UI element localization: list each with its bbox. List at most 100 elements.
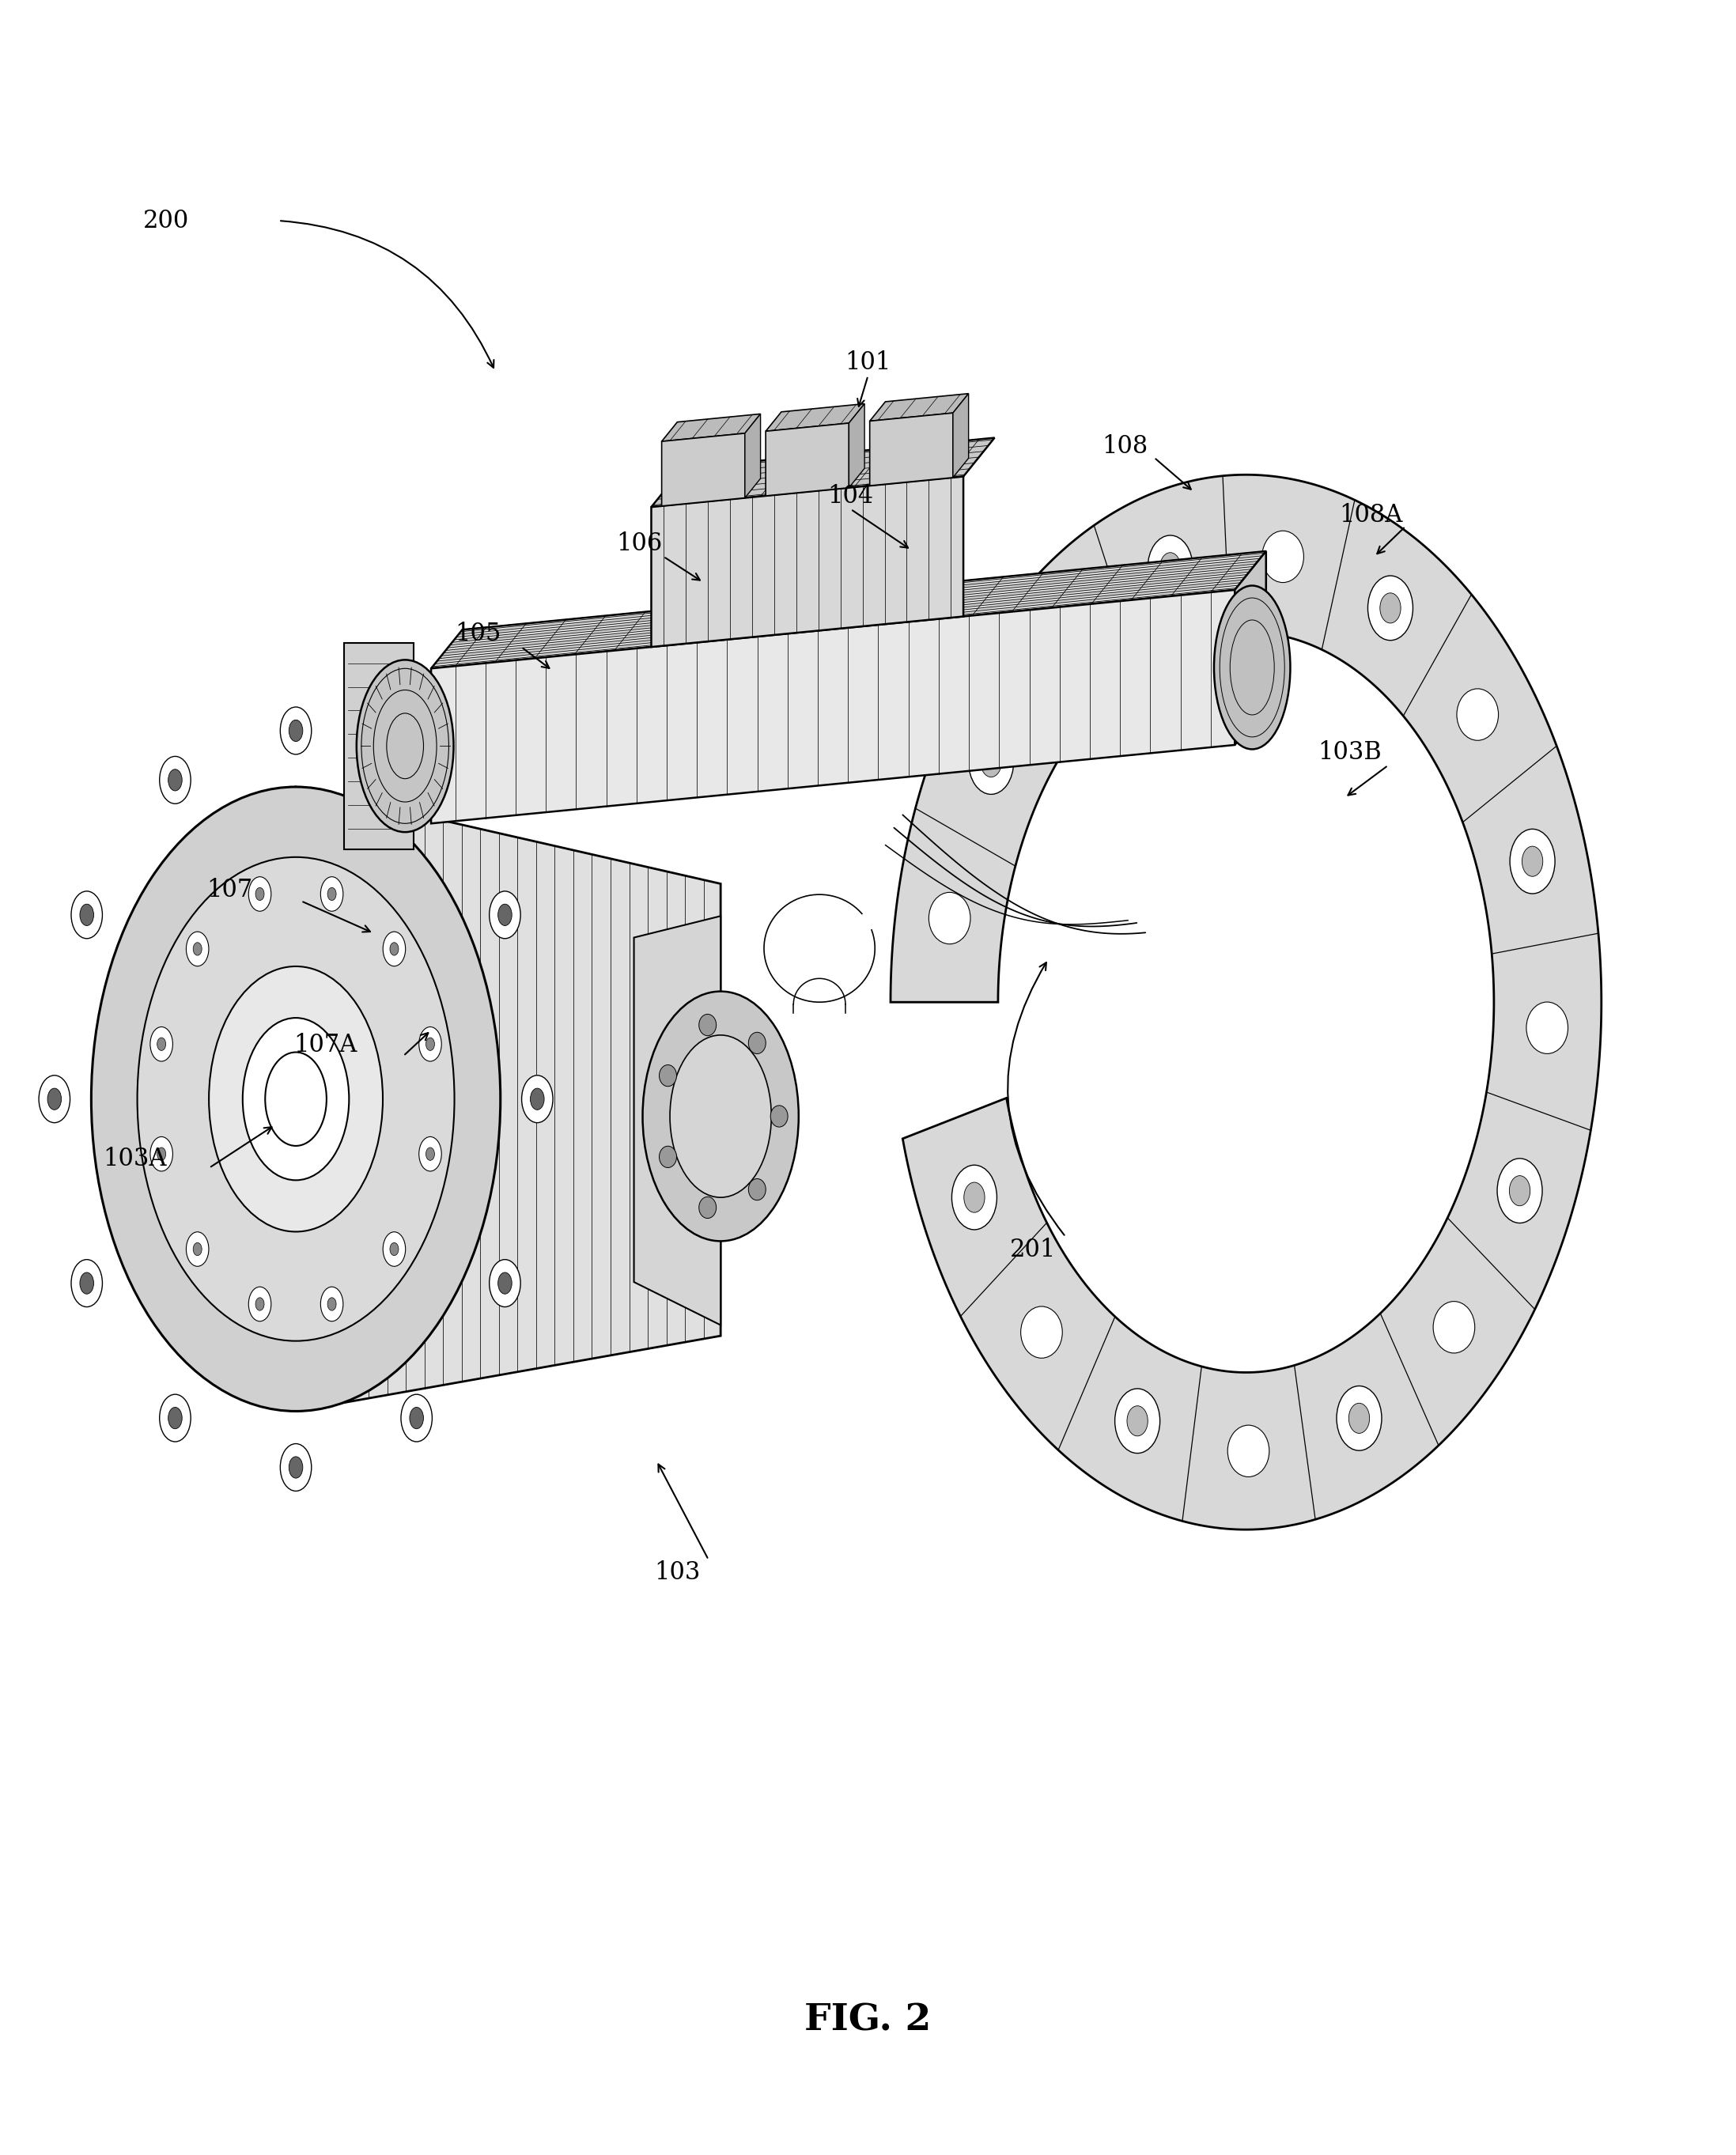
Ellipse shape xyxy=(529,1088,543,1110)
Circle shape xyxy=(1434,1302,1476,1353)
Ellipse shape xyxy=(963,1183,984,1213)
Ellipse shape xyxy=(1380,593,1401,623)
Ellipse shape xyxy=(384,931,406,965)
Text: 107: 107 xyxy=(207,877,253,903)
Ellipse shape xyxy=(321,1287,344,1321)
Ellipse shape xyxy=(670,1034,771,1198)
Ellipse shape xyxy=(498,1271,512,1293)
Polygon shape xyxy=(891,474,1601,1530)
Ellipse shape xyxy=(410,1407,424,1429)
Text: 101: 101 xyxy=(845,351,891,375)
Ellipse shape xyxy=(391,942,399,955)
Circle shape xyxy=(1021,1306,1062,1358)
Ellipse shape xyxy=(47,1088,61,1110)
Ellipse shape xyxy=(158,1037,167,1049)
Ellipse shape xyxy=(151,1028,174,1060)
Circle shape xyxy=(660,1146,677,1168)
Ellipse shape xyxy=(279,707,311,754)
Ellipse shape xyxy=(248,1287,271,1321)
Polygon shape xyxy=(745,414,760,498)
Ellipse shape xyxy=(1349,1403,1370,1433)
Ellipse shape xyxy=(391,1243,399,1256)
Text: 103B: 103B xyxy=(1318,739,1382,765)
Ellipse shape xyxy=(266,1052,326,1146)
Ellipse shape xyxy=(80,1271,94,1293)
Ellipse shape xyxy=(425,1037,434,1049)
Ellipse shape xyxy=(1509,1177,1529,1207)
Polygon shape xyxy=(661,414,760,442)
Ellipse shape xyxy=(168,769,182,791)
Polygon shape xyxy=(870,394,969,420)
Circle shape xyxy=(748,1179,766,1200)
Ellipse shape xyxy=(1337,1386,1382,1450)
Circle shape xyxy=(1457,690,1498,741)
Polygon shape xyxy=(295,787,720,1412)
Ellipse shape xyxy=(321,877,344,912)
Ellipse shape xyxy=(1368,575,1413,640)
Ellipse shape xyxy=(255,1297,264,1310)
Ellipse shape xyxy=(969,731,1014,795)
Ellipse shape xyxy=(1115,1388,1160,1452)
Ellipse shape xyxy=(158,1146,167,1159)
Polygon shape xyxy=(431,590,1234,823)
Ellipse shape xyxy=(1160,552,1180,582)
Circle shape xyxy=(700,1196,717,1218)
Polygon shape xyxy=(870,414,953,485)
Ellipse shape xyxy=(243,1017,349,1181)
Ellipse shape xyxy=(384,1233,406,1267)
Ellipse shape xyxy=(1213,586,1290,750)
Ellipse shape xyxy=(328,1297,337,1310)
Circle shape xyxy=(771,1106,788,1127)
Polygon shape xyxy=(1234,552,1266,746)
Ellipse shape xyxy=(521,1075,552,1123)
Ellipse shape xyxy=(1510,830,1555,894)
Ellipse shape xyxy=(328,888,337,901)
Ellipse shape xyxy=(255,888,264,901)
Ellipse shape xyxy=(410,769,424,791)
Text: 108A: 108A xyxy=(1338,504,1403,528)
Text: 200: 200 xyxy=(142,209,189,233)
Circle shape xyxy=(1262,530,1304,582)
Ellipse shape xyxy=(951,1166,996,1231)
Ellipse shape xyxy=(418,1136,441,1170)
Ellipse shape xyxy=(1127,1405,1147,1435)
Polygon shape xyxy=(953,394,969,478)
Ellipse shape xyxy=(71,892,102,940)
Text: 108: 108 xyxy=(1102,435,1147,459)
Ellipse shape xyxy=(1522,847,1543,877)
Ellipse shape xyxy=(92,787,500,1412)
Polygon shape xyxy=(651,437,995,506)
Ellipse shape xyxy=(160,1394,191,1442)
Ellipse shape xyxy=(193,1243,201,1256)
Text: 103: 103 xyxy=(654,1560,700,1584)
Ellipse shape xyxy=(168,1407,182,1429)
Ellipse shape xyxy=(981,748,1002,778)
Text: 201: 201 xyxy=(1010,1237,1055,1263)
Ellipse shape xyxy=(498,905,512,927)
Polygon shape xyxy=(634,916,720,1325)
Ellipse shape xyxy=(137,858,455,1340)
Circle shape xyxy=(1526,1002,1568,1054)
Ellipse shape xyxy=(490,1259,521,1306)
Ellipse shape xyxy=(642,991,799,1241)
Circle shape xyxy=(660,1065,677,1086)
Ellipse shape xyxy=(401,756,432,804)
Circle shape xyxy=(929,892,970,944)
Text: 104: 104 xyxy=(828,485,873,509)
Ellipse shape xyxy=(1496,1159,1542,1224)
Ellipse shape xyxy=(356,659,453,832)
Ellipse shape xyxy=(425,1146,434,1159)
Text: FIG. 2: FIG. 2 xyxy=(804,2002,932,2039)
Polygon shape xyxy=(849,403,865,487)
Text: 103A: 103A xyxy=(102,1146,167,1172)
Circle shape xyxy=(748,1032,766,1054)
Ellipse shape xyxy=(288,1457,302,1478)
Ellipse shape xyxy=(288,720,302,741)
Ellipse shape xyxy=(186,931,208,965)
Ellipse shape xyxy=(193,942,201,955)
Ellipse shape xyxy=(151,1136,174,1170)
Text: 105: 105 xyxy=(455,623,502,646)
Polygon shape xyxy=(431,552,1266,668)
Circle shape xyxy=(1227,1424,1269,1476)
Circle shape xyxy=(1047,614,1088,666)
